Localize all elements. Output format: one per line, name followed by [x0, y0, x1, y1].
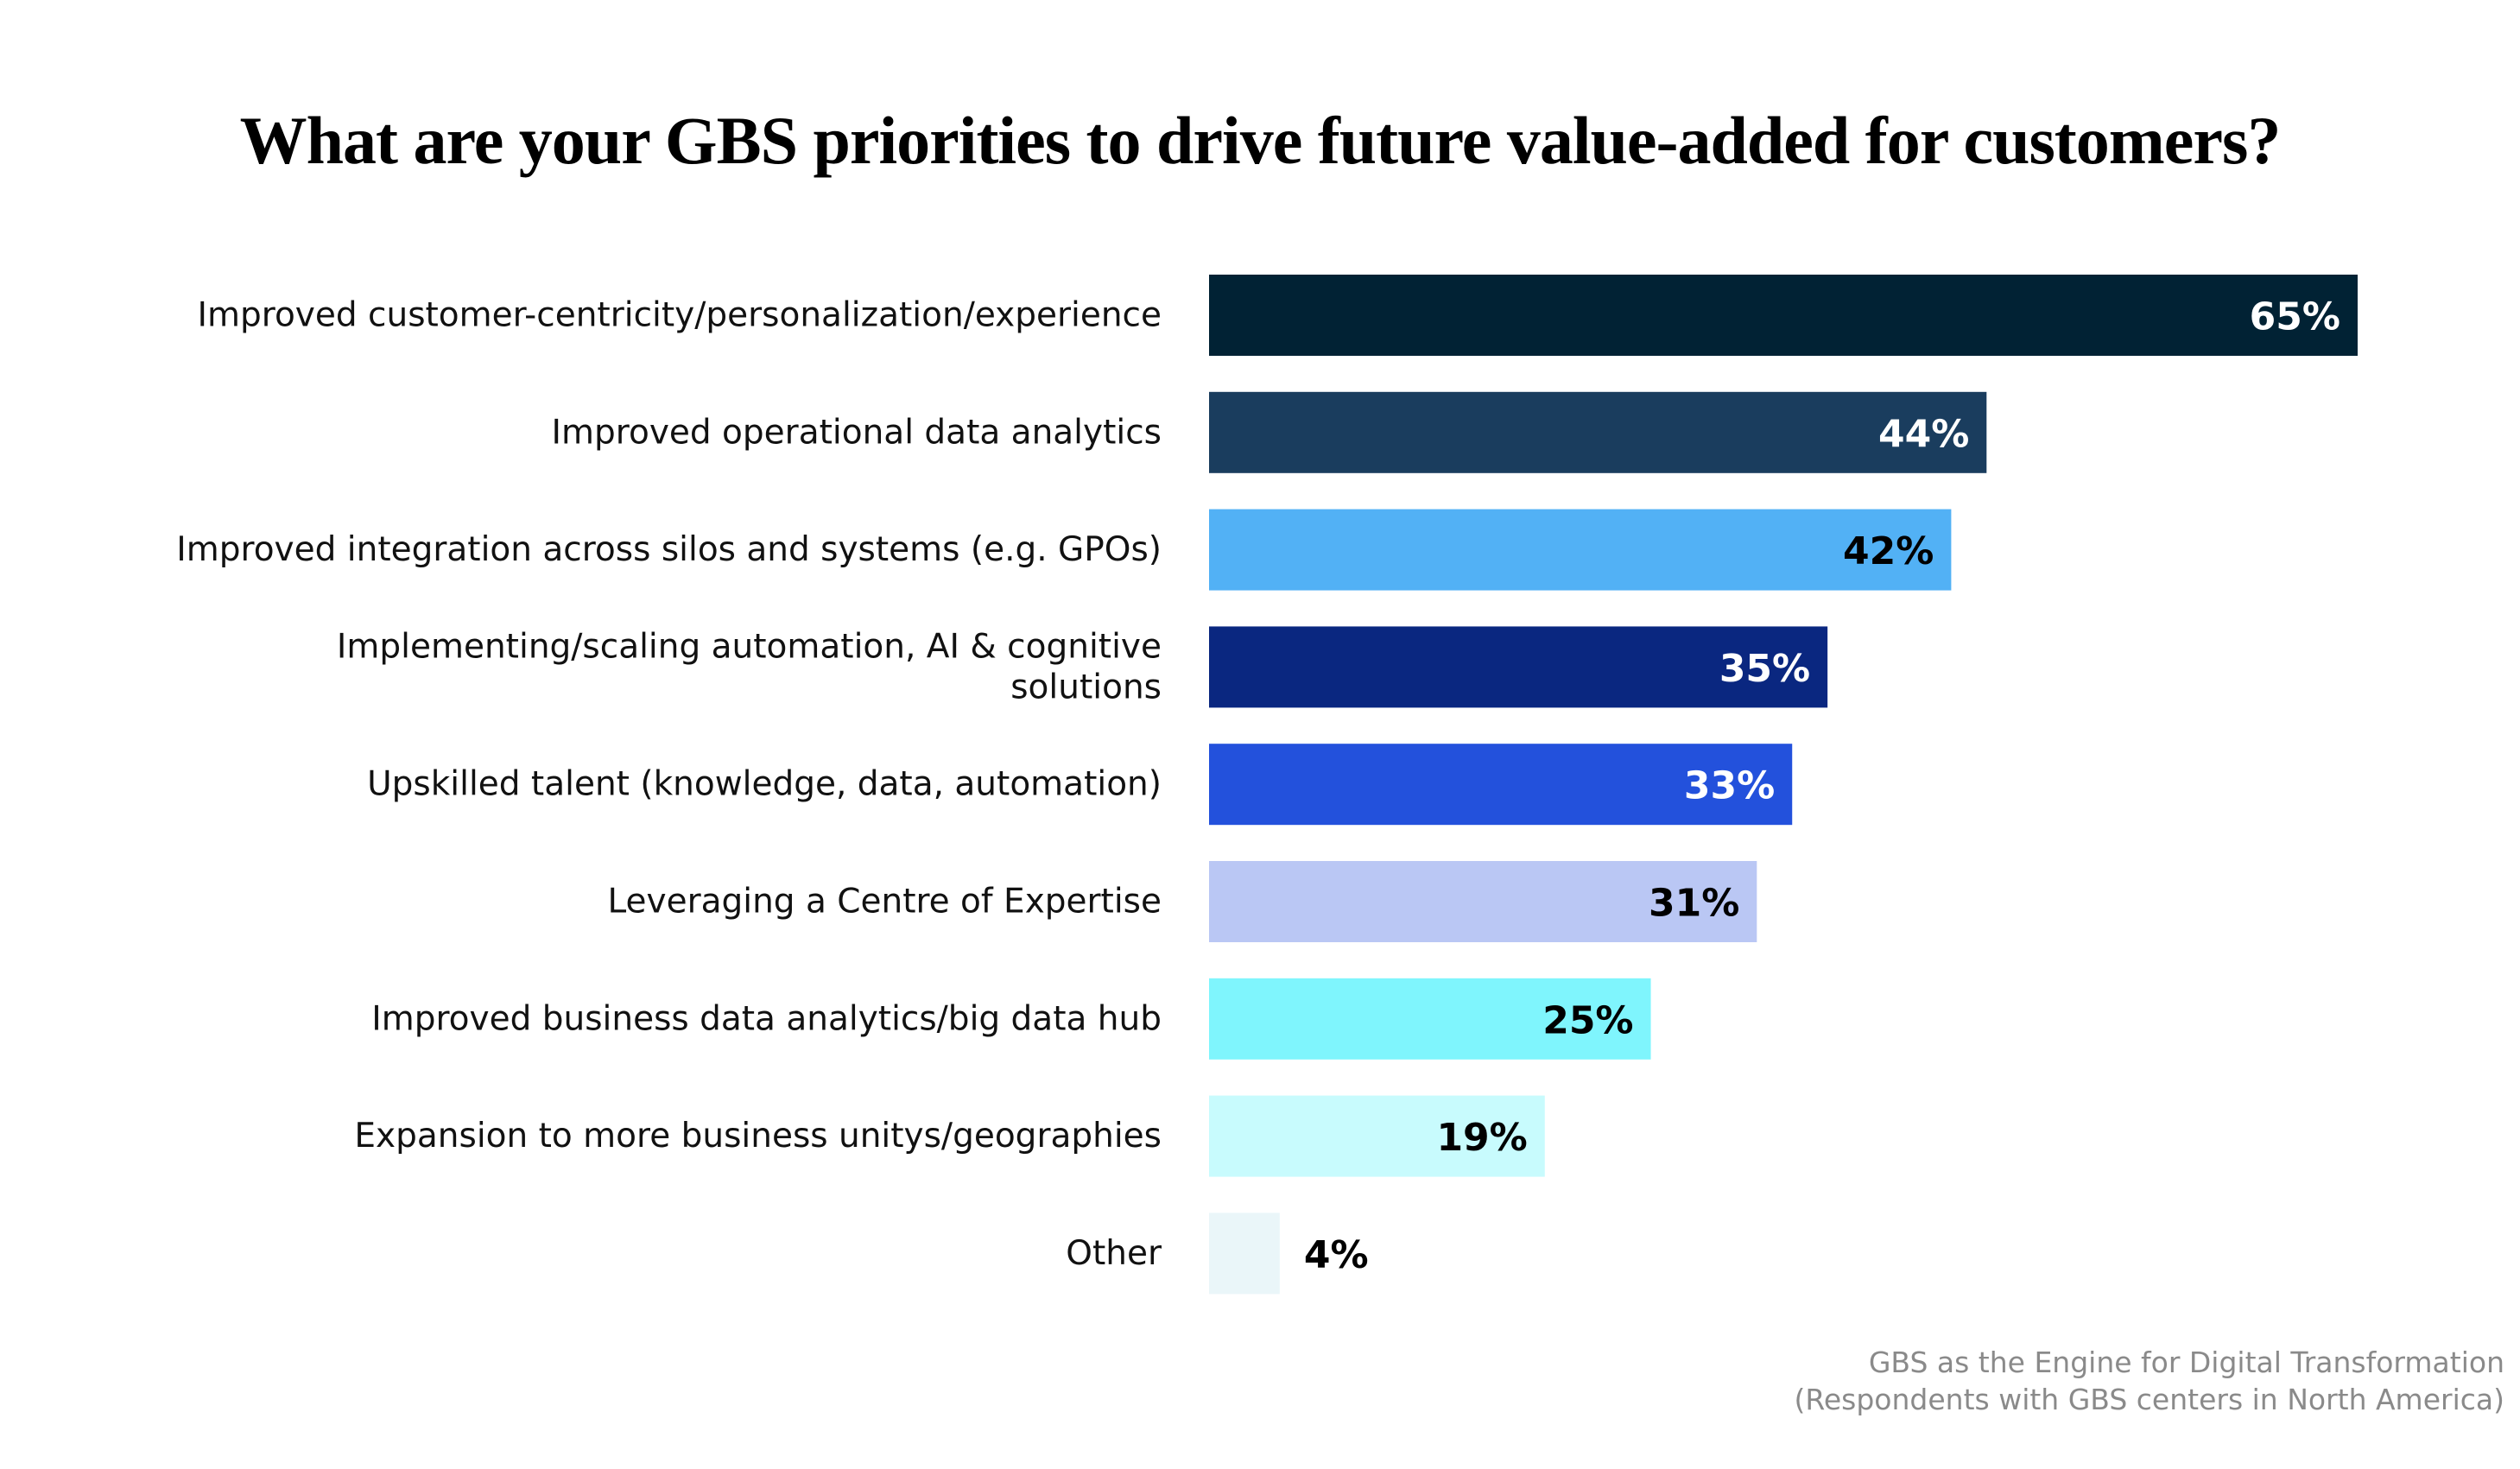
- bar-3: [1209, 509, 1952, 591]
- category-label-2: Improved operational data analytics: [552, 413, 1162, 452]
- bar-8: [1209, 1095, 1545, 1177]
- bar-4: [1209, 626, 1828, 708]
- value-label-9: 4%: [1304, 1233, 1369, 1277]
- value-label-3: 42%: [1843, 529, 1934, 573]
- bar-1: [1209, 275, 2358, 356]
- source-line-2: (Respondents with GBS centers in North A…: [1794, 1383, 2504, 1416]
- value-label-1: 65%: [2250, 295, 2340, 339]
- value-label-5: 33%: [1684, 764, 1775, 808]
- category-label-9: Other: [1066, 1234, 1162, 1273]
- category-label-6: Leveraging a Centre of Expertise: [607, 883, 1162, 921]
- category-label-1: Improved customer-centricity/personaliza…: [198, 296, 1162, 335]
- category-label-3: Improved integration across silos and sy…: [176, 530, 1162, 569]
- bar-6: [1209, 861, 1757, 942]
- value-label-7: 25%: [1542, 998, 1633, 1042]
- bar-5: [1209, 744, 1793, 826]
- value-label-6: 31%: [1649, 882, 1739, 926]
- bar-7: [1209, 978, 1651, 1060]
- category-label-7: Improved business data analytics/big dat…: [371, 999, 1162, 1038]
- bar-2: [1209, 391, 1987, 473]
- source-line-1: GBS as the Engine for Digital Transforma…: [1868, 1346, 2504, 1379]
- chart-title: What are your GBS priorities to drive fu…: [239, 103, 2282, 178]
- category-label-8: Expansion to more business unitys/geogra…: [354, 1117, 1162, 1156]
- value-label-4: 35%: [1719, 647, 1810, 691]
- value-label-2: 44%: [1878, 412, 1969, 456]
- category-label-5: Upskilled talent (knowledge, data, autom…: [367, 765, 1162, 804]
- value-label-8: 19%: [1436, 1116, 1527, 1160]
- category-label-4: Implementing/scaling automation, AI & co…: [337, 627, 1162, 706]
- bar-9: [1209, 1213, 1280, 1295]
- source-note: GBS as the Engine for Digital Transforma…: [1795, 1344, 2504, 1418]
